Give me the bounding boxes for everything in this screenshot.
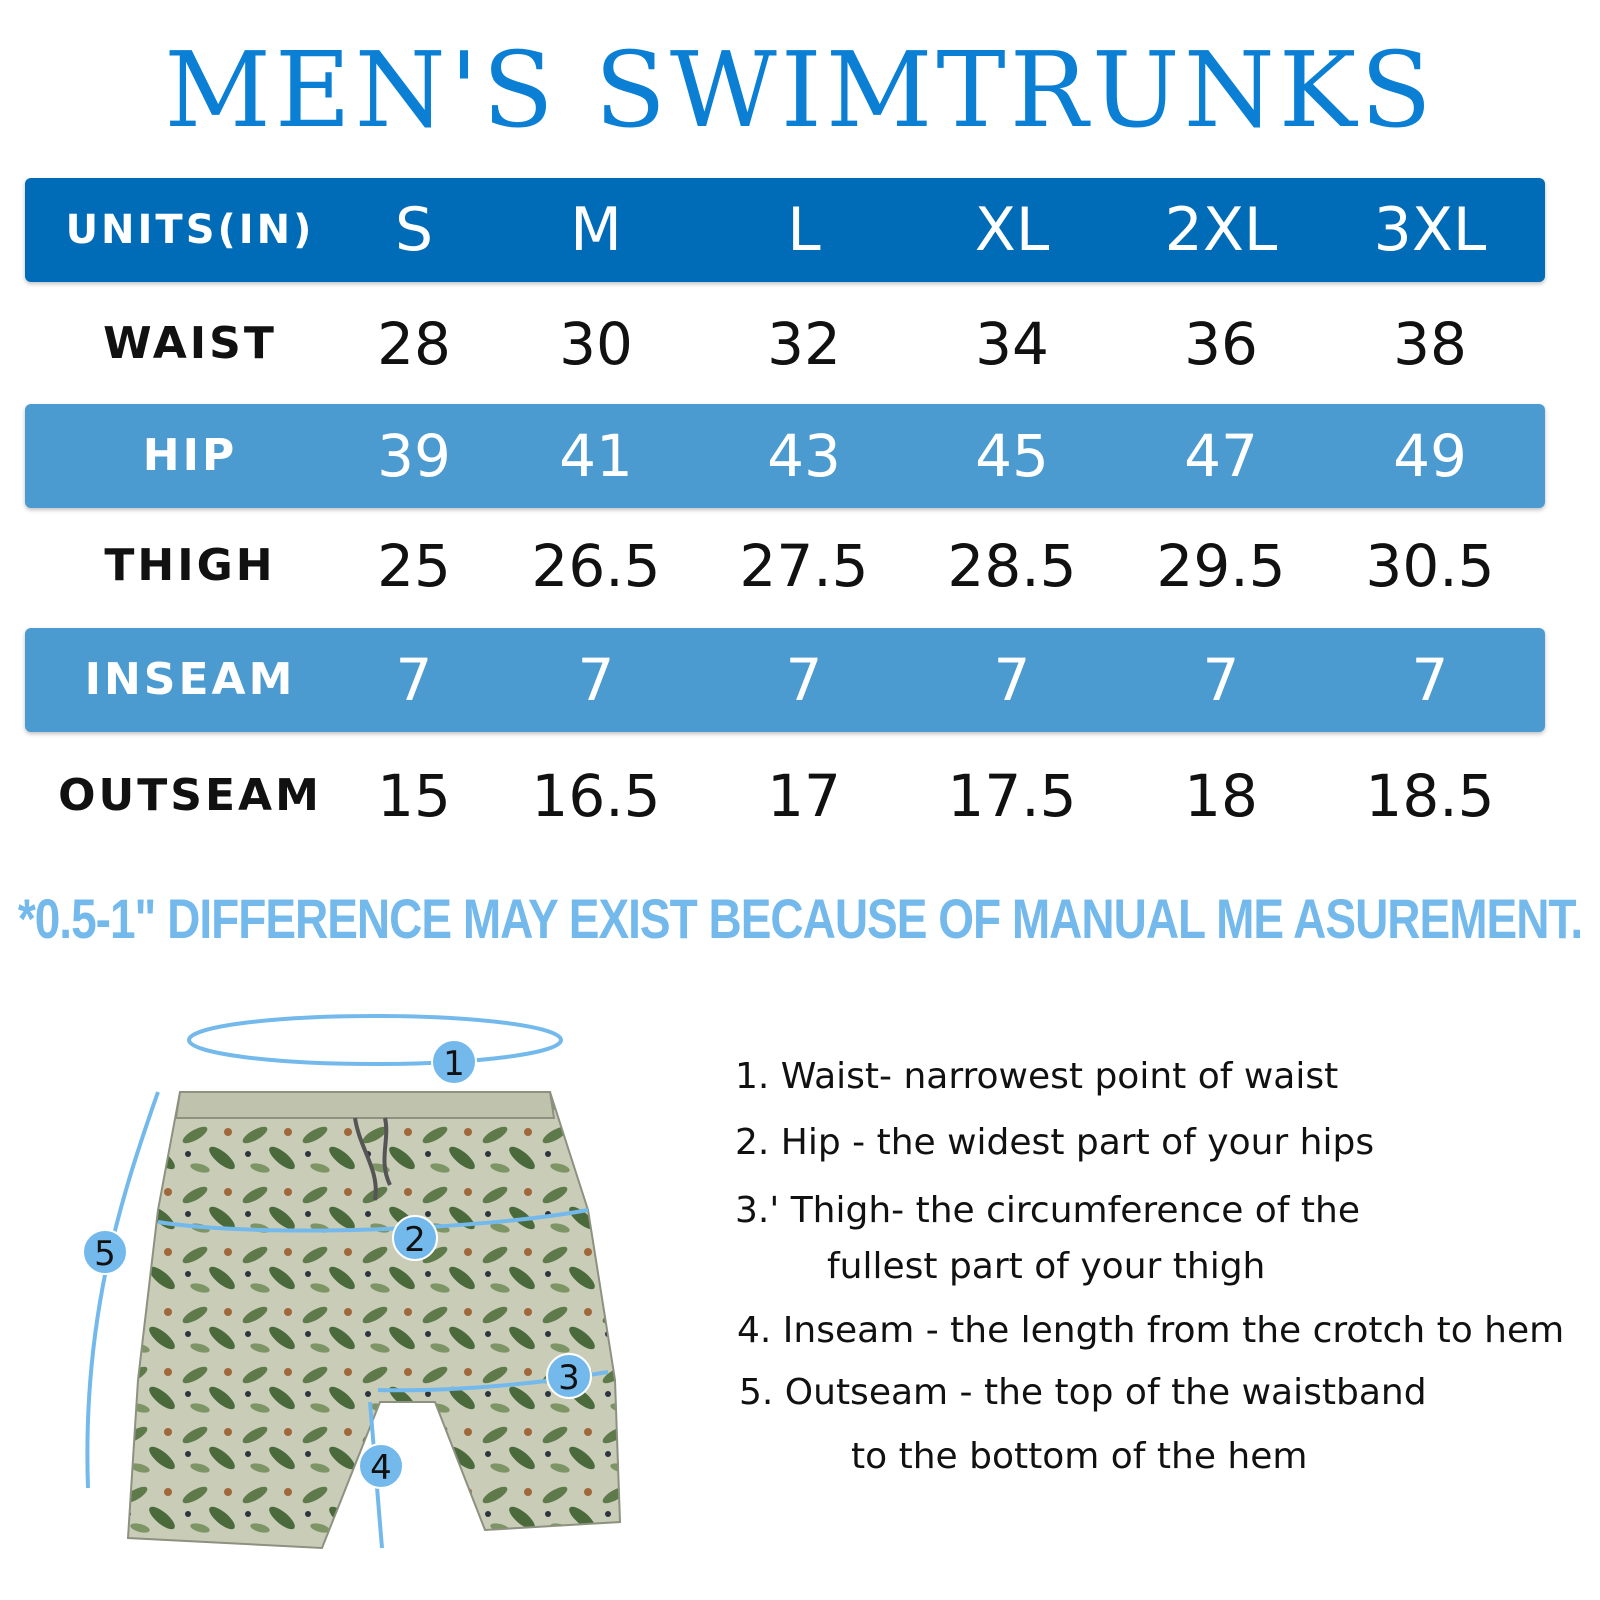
size-header-2xl: 2XL [1164,195,1278,265]
measurement-disclaimer: *0.5-1" DIFFERENCE MAY EXIST BECAUSE OF … [17,887,1583,951]
table-cell: 30.5 [1365,532,1495,600]
size-header-3xl: 3XL [1373,195,1487,265]
row-label: THIGH [104,540,276,591]
table-cell: 28.5 [947,532,1077,600]
table-row-waist: WAIST 28 30 32 34 36 38 [25,292,1545,396]
table-cell: 43 [767,422,841,490]
table-cell: 27.5 [739,532,869,600]
table-cell: 25 [377,532,451,600]
instruction-inseam: 4. Inseam - the length from the crotch t… [737,1310,1565,1351]
size-header-s: S [394,195,434,265]
table-cell: 15 [377,762,451,830]
svg-text:1: 1 [443,1044,465,1084]
table-cell: 32 [767,310,841,378]
instruction-thigh-cont: fullest part of your thigh [827,1246,1266,1287]
table-row-outseam: OUTSEAM 15 16.5 17 17.5 18 18.5 [25,744,1545,848]
table-cell: 41 [559,422,633,490]
size-header-xl: XL [974,195,1050,265]
instruction-hip: 2. Hip - the widest part of your hips [735,1122,1375,1163]
size-header-l: L [787,195,821,265]
table-cell: 30 [559,310,633,378]
table-cell: 29.5 [1156,532,1286,600]
table-cell: 36 [1184,310,1258,378]
row-label: HIP [142,430,238,481]
table-cell: 16.5 [531,762,661,830]
marker-2-icon: 2 [392,1215,438,1261]
table-cell: 7 [1202,646,1240,714]
measurement-diagram: 1 2 3 4 5 [60,1000,660,1580]
instruction-outseam: 5. Outseam - the top of the waistband [739,1372,1427,1413]
table-cell: 17.5 [947,762,1077,830]
table-cell: 45 [975,422,1049,490]
table-cell: 17 [767,762,841,830]
table-cell: 39 [377,422,451,490]
row-label: OUTSEAM [58,770,322,821]
svg-text:2: 2 [404,1220,426,1260]
table-cell: 7 [785,646,823,714]
table-cell: 18.5 [1365,762,1495,830]
marker-4-icon: 4 [358,1443,404,1489]
svg-text:4: 4 [370,1448,392,1488]
table-cell: 7 [577,646,615,714]
waist-measure-line [187,1014,563,1066]
table-cell: 7 [395,646,433,714]
shorts-illustration: 1 2 3 4 5 [82,1014,622,1550]
hip-measure-line [157,1208,589,1233]
row-label: INSEAM [84,654,296,705]
marker-5-icon: 5 [82,1229,128,1275]
svg-text:3: 3 [558,1358,580,1398]
table-cell: 49 [1393,422,1467,490]
instruction-thigh: 3.' Thigh- the circumference of the [735,1190,1361,1231]
table-cell: 34 [975,310,1049,378]
page-title: MEN'S SWIMTRUNKS [164,29,1436,151]
table-cell: 18 [1184,762,1258,830]
table-cell: 28 [377,310,451,378]
size-header-m: M [570,195,622,265]
marker-3-icon: 3 [546,1353,592,1399]
table-cell: 7 [1411,646,1449,714]
table-row-thigh: THIGH 25 26.5 27.5 28.5 29.5 30.5 [25,514,1545,618]
instruction-waist: 1. Waist- narrowest point of waist [735,1056,1339,1097]
table-row-hip: HIP 39 41 43 45 47 49 [25,404,1545,508]
table-cell: 26.5 [531,532,661,600]
table-cell: 7 [993,646,1031,714]
table-header-row: UNITS(IN) S M L XL 2XL 3XL [25,178,1545,282]
instruction-outseam-cont: to the bottom of the hem [851,1436,1308,1477]
table-cell: 38 [1393,310,1467,378]
marker-1-icon: 1 [431,1039,477,1085]
table-cell: 47 [1184,422,1258,490]
row-label: WAIST [103,318,277,369]
table-row-inseam: INSEAM 7 7 7 7 7 7 [25,628,1545,732]
svg-text:5: 5 [94,1234,116,1274]
units-label: UNITS(IN) [65,207,315,253]
